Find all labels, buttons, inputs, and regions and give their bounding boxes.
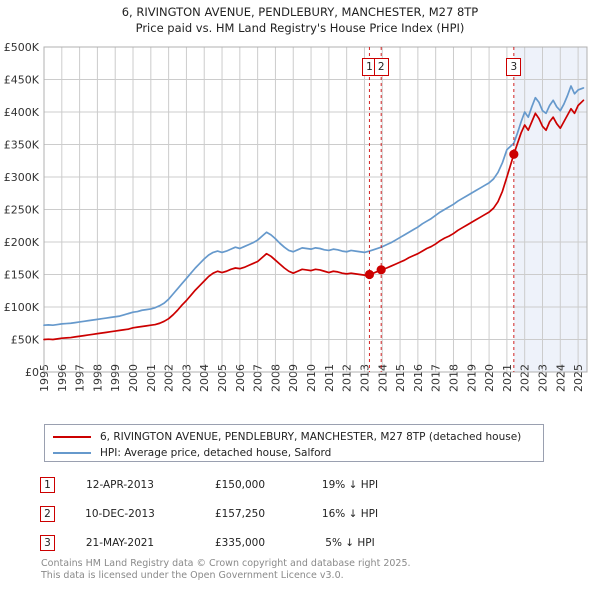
transaction-index-3: 3 [40, 534, 55, 551]
x-axis-tick-label: 2003 [180, 364, 193, 392]
chart-legend: 6, RIVINGTON AVENUE, PENDLEBURY, MANCHES… [44, 424, 544, 462]
transaction-date-2: 10-DEC-2013 [85, 507, 155, 520]
footer-attribution: Contains HM Land Registry data © Crown c… [41, 558, 581, 581]
y-axis-tick-label: £150K [4, 269, 40, 282]
x-axis-tick-label: 2015 [394, 364, 407, 392]
x-axis-tick-label: 2006 [234, 364, 247, 392]
x-axis-tick-label: 2014 [376, 364, 389, 392]
transaction-hpi-delta-2: 16% ↓ HPI [321, 507, 379, 520]
legend-label-property: 6, RIVINGTON AVENUE, PENDLEBURY, MANCHES… [100, 431, 522, 443]
chart-plot-area: £0 £50K £100K £150K £200K £250K £300K £350K £400… [4, 41, 588, 392]
x-axis-tick-label: 2018 [447, 364, 460, 392]
legend-swatch-hpi [53, 452, 91, 454]
x-axis-tick-label: 2009 [287, 364, 300, 392]
transaction-point-2[interactable] [376, 265, 386, 275]
x-axis-tick-label: 1996 [56, 364, 69, 392]
table-row[interactable]: 3 21-MAY-2021 £335,000 5% ↓ HPI [40, 528, 560, 557]
chart-marker-badge-2[interactable]: 2 [373, 58, 389, 76]
x-axis-tick-label: 2008 [269, 364, 282, 392]
plot-border [43, 46, 588, 373]
x-axis-tick-label: 2012 [341, 364, 354, 392]
footer-line-2: This data is licensed under the Open Gov… [41, 569, 344, 581]
x-axis-tick-label: 2000 [127, 364, 140, 392]
series-line-property [43, 99, 585, 341]
x-axis-tick-label: 2001 [145, 364, 158, 392]
x-axis-tick-label: 2024 [554, 364, 567, 392]
page-title: 6, RIVINGTON AVENUE, PENDLEBURY, MANCHES… [121, 5, 479, 19]
x-axis-tick-label: 2023 [536, 364, 549, 392]
x-axis-tick-label: 2021 [501, 364, 514, 392]
y-axis-tick-label: £250K [4, 204, 40, 217]
transactions-table: 1 12-APR-2013 £150,000 19% ↓ HPI 2 10-DE… [40, 470, 560, 557]
x-axis-tick-label: 1998 [91, 364, 104, 392]
transaction-price-1: £150,000 [214, 478, 266, 491]
transaction-point-3[interactable] [509, 149, 519, 159]
x-axis-tick-label: 2011 [323, 364, 336, 392]
y-axis-tick-label: £300K [4, 171, 40, 184]
transaction-point-1[interactable] [364, 269, 375, 280]
y-axis-tick-label: £100K [4, 301, 40, 314]
series-line-hpi [43, 85, 585, 327]
legend-item-property: 6, RIVINGTON AVENUE, PENDLEBURY, MANCHES… [45, 429, 543, 445]
transaction-date-1: 12-APR-2013 [86, 478, 154, 491]
x-axis-tick-label: 1999 [109, 364, 122, 392]
x-axis-tick-label: 2025 [572, 364, 585, 392]
transaction-index-2: 2 [40, 505, 55, 522]
x-axis-tick-label: 2005 [216, 364, 229, 392]
chart-title-block: 6, RIVINGTON AVENUE, PENDLEBURY, MANCHES… [0, 0, 600, 36]
x-axis-tick-label: 2002 [163, 364, 176, 392]
transaction-hpi-delta-3: 5% ↓ HPI [325, 536, 375, 549]
table-row[interactable]: 1 12-APR-2013 £150,000 19% ↓ HPI [40, 470, 560, 499]
x-axis-tick-label: 1995 [38, 364, 51, 392]
y-axis-tick-label: £200K [4, 236, 40, 249]
x-axis-tick-label: 2013 [358, 364, 371, 392]
y-axis-tick-label: £500K [4, 41, 40, 54]
y-axis-tick-label: £450K [4, 74, 40, 87]
legend-item-hpi: HPI: Average price, detached house, Salf… [45, 445, 543, 461]
x-axis-tick-label: 2007 [252, 364, 265, 392]
x-axis-tick-label: 2016 [412, 364, 425, 392]
x-axis-tick-label: 1997 [74, 364, 87, 392]
x-axis-tick-label: 2020 [483, 364, 496, 392]
transaction-price-3: £335,000 [214, 536, 266, 549]
legend-swatch-property [53, 436, 91, 438]
y-axis-tick-label: £350K [4, 139, 40, 152]
transaction-hpi-delta-1: 19% ↓ HPI [321, 478, 379, 491]
x-axis-tick-label: 2004 [198, 364, 211, 392]
x-axis-tick-label: 2022 [519, 364, 532, 392]
y-axis-tick-label: £50K [11, 334, 40, 347]
page-subtitle: Price paid vs. HM Land Registry's House … [135, 21, 465, 35]
transaction-date-3: 21-MAY-2021 [85, 536, 155, 549]
x-axis-tick-label: 2017 [430, 364, 443, 392]
y-axis-tick-label: £400K [4, 106, 40, 119]
x-axis-tick-label: 2010 [305, 364, 318, 392]
footer-line-1: Contains HM Land Registry data © Crown c… [41, 558, 411, 569]
transaction-price-2: £157,250 [214, 507, 266, 520]
x-axis-tick-label: 2019 [465, 364, 478, 392]
transaction-index-1: 1 [40, 476, 55, 493]
y-axis-tick-label: £0 [25, 366, 39, 379]
table-row[interactable]: 2 10-DEC-2013 £157,250 16% ↓ HPI [40, 499, 560, 528]
chart-marker-badge-3[interactable]: 3 [506, 58, 522, 76]
legend-label-hpi: HPI: Average price, detached house, Salf… [100, 447, 332, 459]
